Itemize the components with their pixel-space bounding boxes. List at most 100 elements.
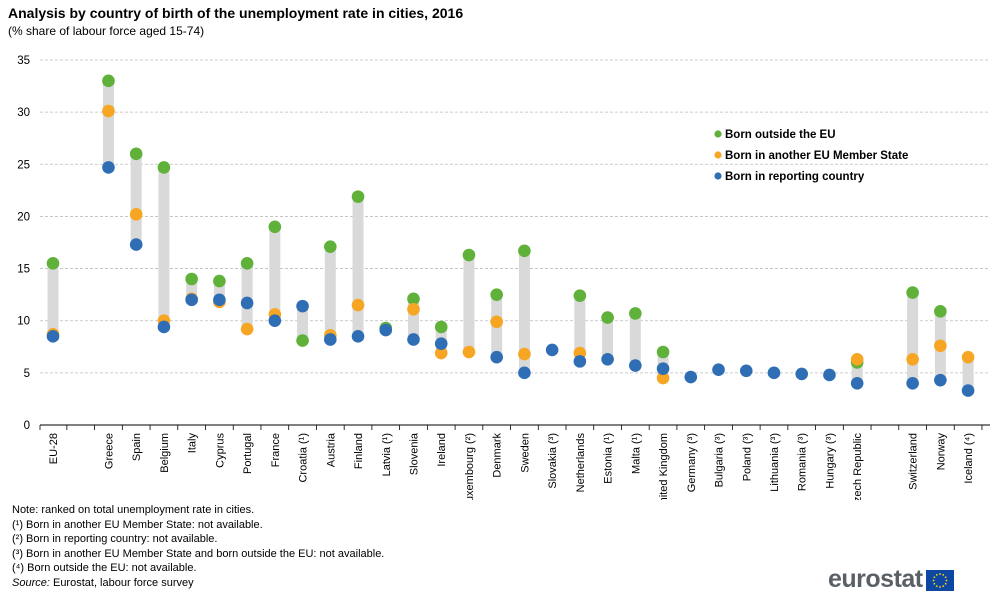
flag-star — [935, 584, 938, 587]
point-series-2 — [379, 323, 393, 337]
legend-marker — [714, 130, 722, 138]
x-tick-label: Austria — [325, 432, 337, 467]
legend-label: Born outside the EU — [725, 129, 836, 141]
x-tick-label: Switzerland — [908, 433, 920, 490]
point-series-1 — [434, 346, 448, 360]
legend-marker — [714, 151, 722, 159]
range-bar — [962, 357, 974, 391]
flag-star — [935, 573, 938, 576]
x-tick-label: Croatia (¹) — [298, 433, 310, 483]
chart-subtitle: (% share of labour force aged 15-74) — [8, 24, 205, 38]
range-bar — [324, 246, 336, 340]
x-axis: EU-28 Greece Spain Belgium Italy Cyprus Portug… — [39, 425, 983, 500]
data-points — [46, 74, 975, 397]
point-series-2 — [850, 376, 864, 390]
grid-lines — [40, 59, 990, 426]
x-tick-label: Netherlands — [575, 433, 587, 493]
chart-svg: 0 5 10 15 20 25 30 35 EU-28 Greece Spain Belgium It… — [17, 55, 990, 500]
x-tick-label: Slovakia (³) — [547, 433, 559, 489]
x-tick-label: Belgium — [159, 433, 171, 473]
x-tick-label: Bulgaria (³) — [714, 433, 726, 487]
source-text: Eurostat, labour force survey — [49, 576, 194, 589]
point-series-0 — [518, 244, 531, 258]
legend-marker — [714, 172, 722, 180]
point-series-2 — [240, 296, 254, 310]
point-series-2 — [656, 362, 670, 375]
point-series-0 — [240, 257, 254, 270]
point-series-0 — [656, 345, 670, 359]
x-tick-label: Finland — [353, 433, 365, 469]
y-tick-label: 5 — [24, 368, 30, 380]
x-tick-label: United Kingdom — [658, 433, 670, 500]
point-series-2 — [684, 370, 698, 384]
point-series-1 — [490, 315, 503, 329]
flag-star — [945, 579, 948, 581]
y-tick-label: 15 — [17, 264, 30, 276]
point-series-2 — [545, 343, 559, 357]
x-tick-label: Iceland (⁴) — [963, 433, 975, 484]
point-series-2 — [573, 355, 587, 368]
point-series-1 — [102, 104, 115, 118]
y-tick-label: 10 — [17, 316, 30, 328]
logo-text: eurostat — [828, 565, 923, 593]
x-tick-label: Luxembourg (²) — [464, 433, 476, 500]
range-bar — [241, 263, 253, 330]
flag-star — [941, 573, 944, 576]
point-series-2 — [157, 320, 171, 334]
point-series-0 — [102, 74, 115, 88]
point-series-0 — [351, 190, 365, 203]
flag-star — [944, 582, 947, 585]
range-bar — [213, 281, 225, 302]
x-tick-label: Sweden — [519, 433, 531, 473]
y-tick-label: 35 — [17, 55, 30, 67]
y-tick-label: 20 — [17, 211, 30, 223]
point-series-2 — [518, 366, 531, 380]
point-series-2 — [185, 293, 198, 307]
x-tick-label: Norway — [935, 433, 947, 471]
flag-star — [933, 582, 935, 585]
point-series-2 — [268, 314, 282, 328]
x-tick-label: Italy — [187, 433, 199, 454]
point-series-0 — [629, 307, 642, 320]
point-series-0 — [268, 220, 282, 234]
range-bar — [602, 317, 614, 360]
legend-label: Born in another EU Member State — [725, 150, 908, 162]
point-series-2 — [823, 368, 836, 382]
y-axis: 0 5 10 15 20 25 30 35 — [17, 55, 30, 432]
x-tick-label: Ireland — [436, 433, 448, 467]
point-series-0 — [46, 257, 60, 270]
point-series-1 — [407, 302, 420, 316]
range-bar — [907, 292, 919, 384]
x-tick-label: Lithuania (³) — [769, 433, 781, 492]
range-bar — [518, 250, 530, 373]
point-series-0 — [407, 292, 420, 306]
eurostat-logo: eurostat — [828, 566, 954, 592]
source-line: Source: Eurostat, labour force survey — [12, 576, 384, 591]
point-series-0 — [213, 274, 226, 288]
x-tick-label: Poland (³) — [741, 433, 753, 481]
point-series-1 — [934, 339, 947, 353]
point-series-1 — [129, 208, 143, 221]
point-series-2 — [324, 333, 337, 346]
point-series-0 — [296, 334, 309, 347]
range-bar — [186, 279, 198, 300]
x-tick-label: Greece — [103, 433, 115, 469]
flag-star — [938, 572, 941, 575]
flag-star — [932, 579, 935, 581]
range-bar — [158, 167, 170, 327]
point-series-0 — [490, 288, 503, 301]
point-series-1 — [462, 345, 476, 359]
range-bar — [102, 80, 114, 168]
y-tick-label: 0 — [24, 420, 30, 432]
eu-flag-icon — [925, 569, 954, 591]
point-series-1 — [240, 322, 254, 336]
point-series-1 — [961, 350, 975, 364]
range-bar — [352, 196, 364, 337]
range-bar — [407, 298, 419, 340]
x-tick-label: Spain — [131, 433, 143, 461]
legend-label: Born in reporting country — [725, 171, 865, 183]
point-series-0 — [462, 248, 476, 262]
point-series-2 — [906, 376, 919, 390]
range-bar — [574, 295, 586, 362]
point-series-2 — [296, 299, 309, 313]
